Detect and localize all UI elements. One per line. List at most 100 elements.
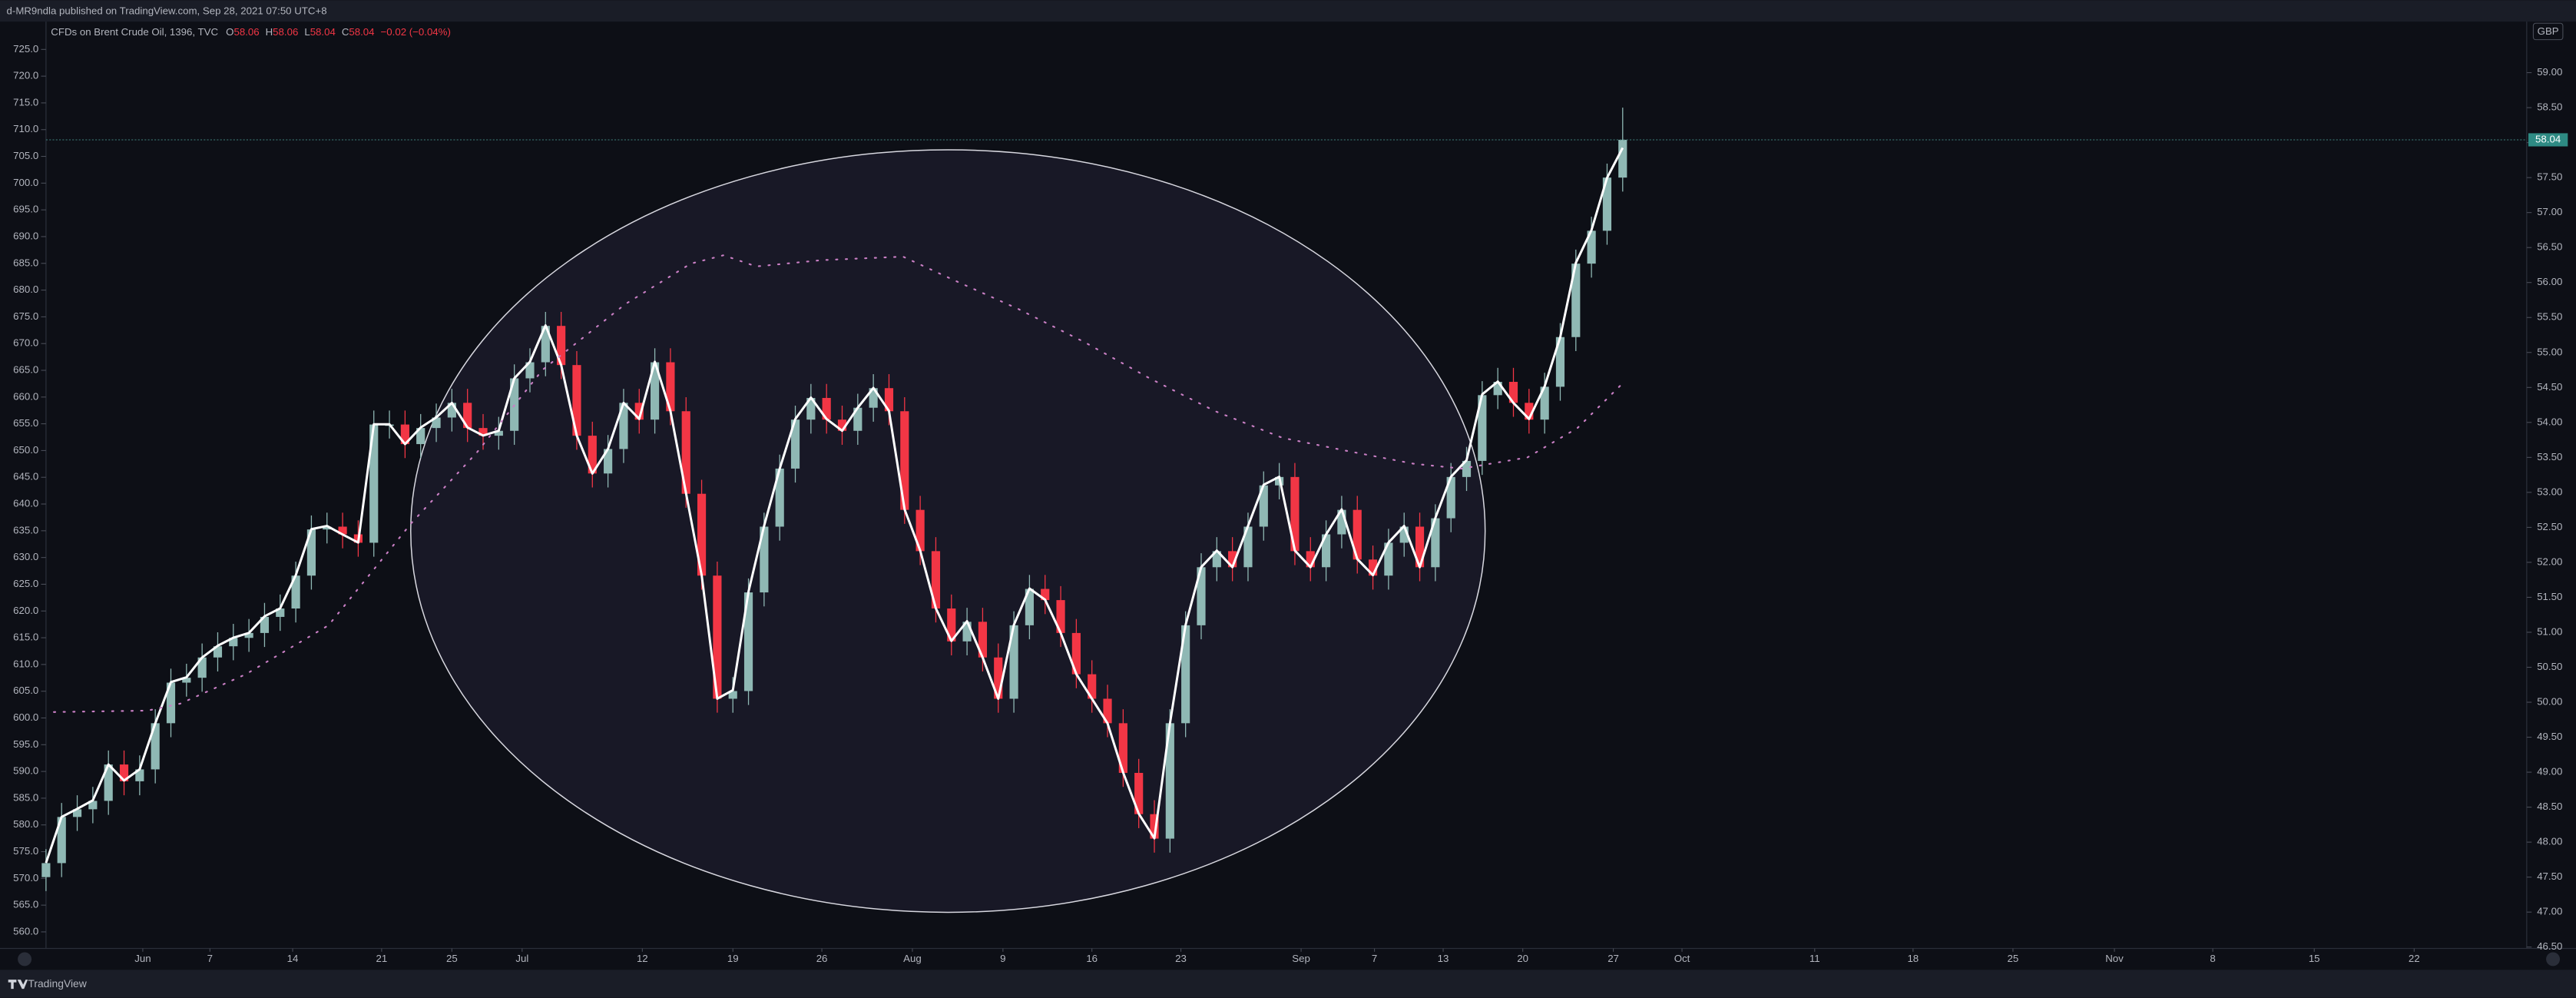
x-tick-label: 25 (446, 953, 458, 964)
candle-body (947, 608, 956, 642)
candle-body (853, 407, 863, 431)
y-tick-label: 54.00 (2537, 416, 2562, 427)
y-tick-label: 48.00 (2537, 836, 2562, 847)
candle-body (1493, 382, 1502, 396)
candle-body (1399, 526, 1409, 543)
y-tick-label: 57.50 (2537, 171, 2562, 183)
x-tick-label: 15 (2309, 953, 2320, 964)
candle-body (88, 801, 98, 810)
candle-body (306, 529, 316, 576)
x-tick-label: 7 (207, 953, 213, 964)
candle-body (1415, 526, 1425, 568)
candle-body (1525, 403, 1534, 420)
legend-value: 58.06 (273, 26, 298, 38)
candle-body (510, 378, 519, 431)
y-tick-label: 52.50 (2537, 521, 2562, 532)
candle-body (1602, 177, 1612, 231)
candle-body (276, 608, 285, 617)
y2-tick-label: 655.0 (13, 417, 38, 429)
candle-body (572, 365, 581, 436)
candle-body (541, 326, 550, 363)
y2-tick-label: 570.0 (13, 872, 38, 884)
zoom-button[interactable] (18, 952, 32, 967)
currency-box[interactable] (2532, 22, 2564, 41)
candle-body (119, 764, 129, 781)
candle-body (1243, 526, 1253, 568)
y2-tick-label: 635.0 (13, 524, 38, 535)
candle-body (681, 411, 690, 494)
candle-body (1571, 264, 1581, 337)
candle-body (790, 419, 800, 469)
x-tick-label: 14 (287, 953, 299, 964)
y2-tick-label: 580.0 (13, 818, 38, 830)
legend-key: O (226, 26, 233, 38)
y2-tick-label: 710.0 (13, 123, 38, 134)
y-tick-label: 46.50 (2537, 940, 2562, 952)
candle-body (713, 575, 722, 699)
legend-key: L (304, 26, 310, 38)
candle-body (1134, 772, 1144, 814)
candle-body (1009, 625, 1018, 699)
candle-body (1446, 476, 1455, 519)
x-tick-label: 18 (1907, 953, 1919, 964)
y2-tick-label: 720.0 (13, 70, 38, 81)
candle-body (1259, 485, 1268, 527)
x-tick-label: Jun (134, 953, 151, 964)
candle-body (1618, 139, 1627, 178)
candle-body (338, 526, 347, 535)
candle-body (494, 430, 503, 436)
y2-tick-label: 595.0 (13, 738, 38, 750)
y2-tick-label: 625.0 (13, 578, 38, 589)
candle-body (1025, 589, 1034, 625)
candle-body (1368, 559, 1378, 576)
candle-body (1462, 460, 1472, 477)
ellipse-drawing (410, 149, 1486, 913)
candle-body (743, 592, 753, 691)
y2-tick-label: 600.0 (13, 711, 38, 723)
candle-body (604, 449, 613, 474)
candle-body (104, 764, 113, 801)
candle-body (1508, 382, 1518, 403)
candle-body (1431, 518, 1440, 568)
candle-body (1088, 674, 1097, 699)
y-tick-label: 53.50 (2537, 451, 2562, 463)
line-series (52, 254, 1624, 713)
y2-tick-label: 690.0 (13, 230, 38, 241)
candle-body (72, 809, 82, 817)
candle-body (323, 526, 332, 530)
y-tick-label: 59.00 (2537, 66, 2562, 78)
candle-body (822, 397, 831, 420)
x-tick-label: 13 (1438, 953, 1449, 964)
candle-body (57, 817, 66, 864)
y2-tick-label: 680.0 (13, 283, 38, 295)
last-price-tag (2528, 133, 2568, 147)
x-tick-label: Oct (1674, 953, 1690, 964)
y-tick-label: 50.00 (2537, 696, 2562, 708)
auto-scale-button[interactable] (2546, 952, 2561, 967)
brand-logo (8, 980, 28, 990)
candle-body (619, 403, 628, 449)
y-tick-label: 55.00 (2537, 346, 2562, 357)
candle-body (806, 397, 816, 420)
y-tick-label: 51.00 (2537, 625, 2562, 637)
candle-body (1165, 723, 1174, 839)
candle-body (1555, 337, 1565, 387)
y2-tick-label: 630.0 (13, 551, 38, 562)
y-tick-label: 48.50 (2537, 801, 2562, 812)
candle-body (1587, 230, 1596, 264)
x-tick-label: 16 (1086, 953, 1098, 964)
legend-value: 58.04 (349, 26, 374, 38)
candle-body (634, 403, 644, 420)
y2-tick-label: 565.0 (13, 899, 38, 910)
candle-body (1321, 534, 1331, 568)
candle-body (900, 411, 909, 510)
candle-body (41, 863, 51, 877)
y2-tick-label: 560.0 (13, 925, 38, 937)
x-tick-label: 12 (637, 953, 648, 964)
y2-tick-label: 620.0 (13, 605, 38, 616)
legend: CFDs on Brent Crude Oil, 1396, TVC O58.0… (51, 26, 451, 38)
y-tick-label: 51.50 (2537, 591, 2562, 602)
candle-body (666, 362, 675, 412)
x-tick-label: 19 (727, 953, 739, 964)
y2-tick-label: 725.0 (13, 43, 38, 55)
